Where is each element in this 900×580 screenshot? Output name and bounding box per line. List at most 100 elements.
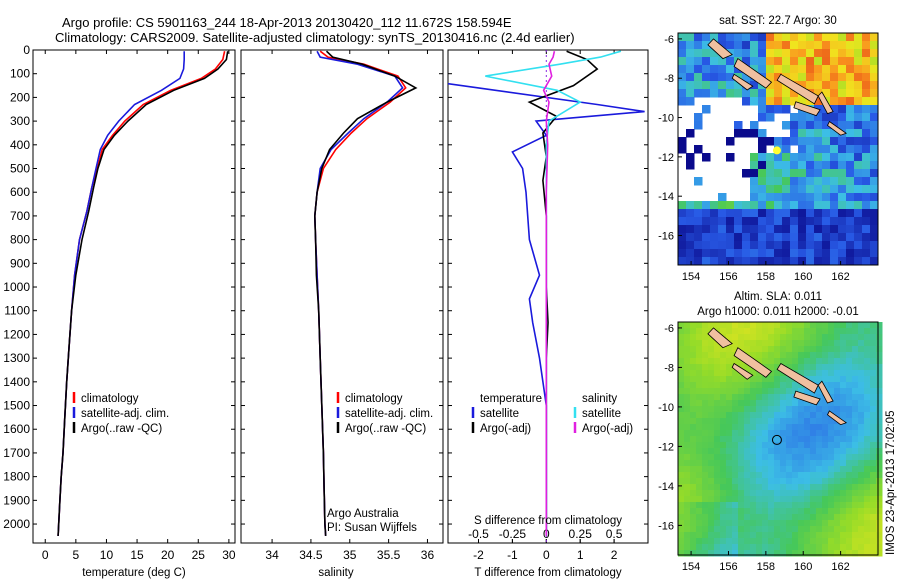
map-cell bbox=[774, 436, 781, 443]
map-cell bbox=[686, 249, 695, 258]
map-cell bbox=[798, 448, 805, 455]
map-cell bbox=[870, 33, 879, 42]
island bbox=[707, 327, 733, 349]
map-cell bbox=[714, 520, 721, 527]
map-cell bbox=[678, 508, 685, 515]
map-cell bbox=[870, 478, 877, 485]
map-cell bbox=[684, 502, 691, 509]
map-cell bbox=[840, 388, 847, 395]
map-cell bbox=[702, 73, 711, 82]
map-cell bbox=[846, 113, 855, 122]
map-cell bbox=[732, 376, 739, 383]
map-cell bbox=[696, 466, 703, 473]
map-cell bbox=[696, 496, 703, 503]
map-cell bbox=[846, 145, 855, 154]
map-cell bbox=[710, 233, 719, 242]
map-cell bbox=[810, 406, 817, 413]
map-cell bbox=[702, 217, 711, 226]
map-cell bbox=[732, 358, 739, 365]
map-cell bbox=[858, 340, 865, 347]
map-cell bbox=[816, 334, 823, 341]
map-cell bbox=[846, 382, 853, 389]
map-cell bbox=[758, 249, 767, 258]
map-cell bbox=[762, 502, 769, 509]
map-cell bbox=[708, 538, 715, 545]
map-cell bbox=[798, 388, 805, 395]
map-cell bbox=[702, 241, 711, 250]
s-x-tick-label: -0.25 bbox=[499, 527, 527, 541]
map-cell bbox=[792, 454, 799, 461]
map-cell bbox=[720, 442, 727, 449]
map-cell bbox=[694, 65, 703, 74]
map-cell bbox=[714, 448, 721, 455]
map-cell bbox=[756, 346, 763, 353]
map-cell bbox=[822, 358, 829, 365]
map-cell bbox=[738, 334, 745, 341]
map-cell bbox=[792, 526, 799, 533]
map-cell bbox=[684, 538, 691, 545]
map-cell bbox=[780, 514, 787, 521]
argo-location-marker bbox=[772, 146, 781, 155]
map-cell bbox=[726, 508, 733, 515]
map-cell bbox=[696, 520, 703, 527]
map-cell bbox=[678, 514, 685, 521]
map-cell bbox=[750, 460, 757, 467]
map-cell bbox=[798, 508, 805, 515]
map-cell bbox=[804, 472, 811, 479]
map-cell bbox=[846, 322, 853, 329]
series-salinity-argo bbox=[542, 51, 556, 536]
map-cell bbox=[822, 113, 831, 122]
map-cell bbox=[852, 514, 859, 521]
map-cell bbox=[766, 225, 775, 234]
map-cell bbox=[686, 201, 695, 210]
map-cell bbox=[792, 418, 799, 425]
map-cell bbox=[762, 418, 769, 425]
map-cell bbox=[782, 121, 791, 130]
map-cell bbox=[774, 352, 781, 359]
map-cell bbox=[798, 233, 807, 242]
map-cell bbox=[718, 57, 727, 66]
map-cell bbox=[852, 544, 859, 551]
salinity-y-ticks bbox=[241, 49, 443, 525]
sla-map-title-line-1: Altim. SLA: 0.011 bbox=[734, 291, 822, 303]
map-cell bbox=[684, 496, 691, 503]
map-cell bbox=[804, 358, 811, 365]
map-cell bbox=[690, 352, 697, 359]
map-cell bbox=[702, 484, 709, 491]
map-cell bbox=[858, 544, 865, 551]
map-cell bbox=[852, 334, 859, 341]
map-cell bbox=[852, 496, 859, 503]
map-cell bbox=[774, 382, 781, 389]
map-cell bbox=[854, 233, 863, 242]
map-cell bbox=[846, 364, 853, 371]
map-cell bbox=[774, 225, 783, 234]
map-cell bbox=[702, 490, 709, 497]
map-cell bbox=[870, 358, 877, 365]
map-cell bbox=[814, 193, 823, 202]
map-cell bbox=[834, 406, 841, 413]
map-cell bbox=[750, 334, 757, 341]
map-cell bbox=[876, 484, 883, 491]
map-cell bbox=[792, 424, 799, 431]
map-cell bbox=[846, 508, 853, 515]
map-cell bbox=[798, 161, 807, 170]
map-cell bbox=[846, 65, 855, 74]
map-cell bbox=[768, 412, 775, 419]
map-cell bbox=[790, 89, 799, 98]
map-cell bbox=[846, 538, 853, 545]
map-cell bbox=[822, 257, 831, 266]
map-cell bbox=[806, 177, 815, 186]
map-cell bbox=[834, 376, 841, 383]
map-cell bbox=[864, 406, 871, 413]
map-cell bbox=[782, 57, 791, 66]
map-cell bbox=[678, 89, 687, 98]
map-cell bbox=[768, 448, 775, 455]
map-cell bbox=[782, 161, 791, 170]
map-cell bbox=[840, 508, 847, 515]
map-cell bbox=[678, 430, 685, 437]
map-cell bbox=[834, 466, 841, 473]
map-cell bbox=[768, 436, 775, 443]
map-cell bbox=[846, 514, 853, 521]
map-cell bbox=[774, 105, 783, 114]
map-cell bbox=[782, 65, 791, 74]
